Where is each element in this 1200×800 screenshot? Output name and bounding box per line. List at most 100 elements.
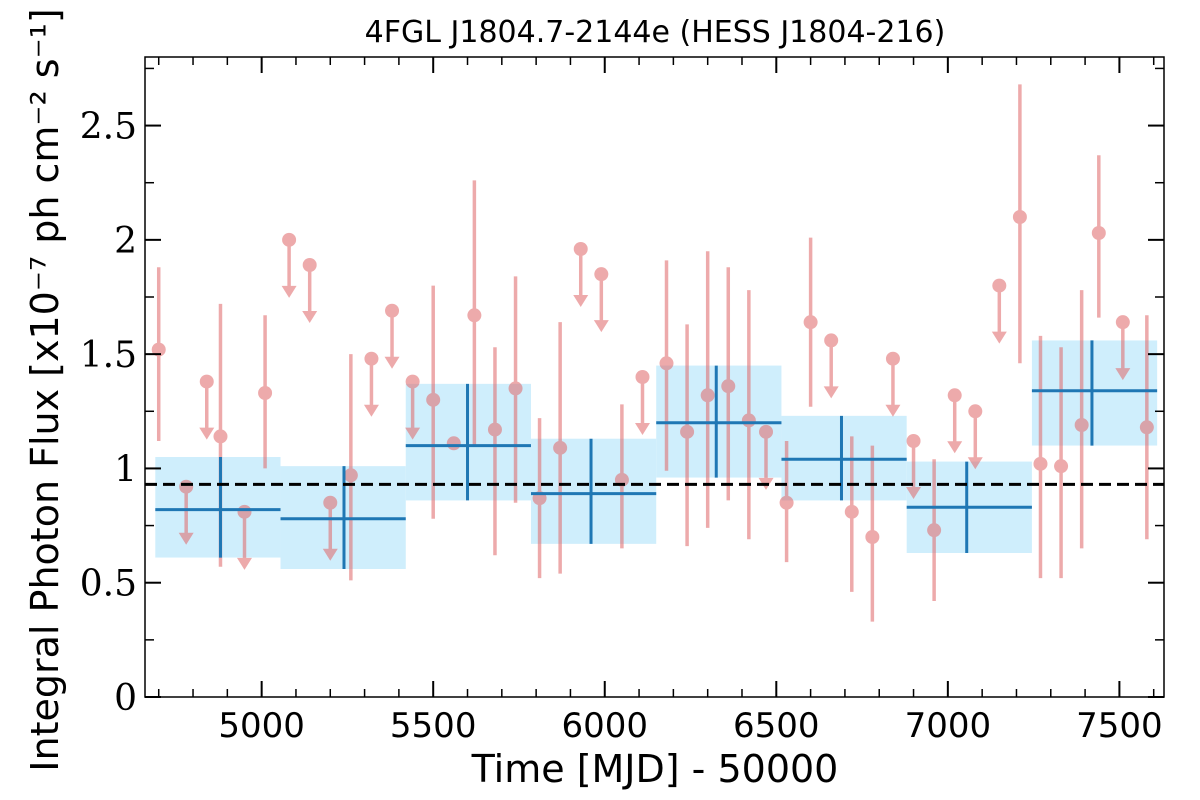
short-bin-marker <box>1054 459 1069 474</box>
upper-limit-marker <box>282 232 297 247</box>
short-bin-point-20 <box>865 445 880 622</box>
short-bin-marker <box>487 422 502 437</box>
upper-limit-marker <box>573 242 588 256</box>
long-bin-cross-6 <box>906 461 1032 553</box>
short-bin-point-25 <box>1074 290 1089 549</box>
short-bin-point-5 <box>446 436 461 451</box>
y-tick-label: 2 <box>114 221 137 262</box>
short-bin-marker <box>258 386 273 400</box>
plot-frame <box>144 56 1165 698</box>
x-tick-label: 5500 <box>390 706 477 746</box>
upper-limit-marker <box>992 278 1007 293</box>
upper-limit-8 <box>405 374 421 440</box>
short-bin-marker <box>844 504 859 519</box>
short-bin-point-24 <box>1054 347 1069 579</box>
upper-limit-marker <box>824 333 839 348</box>
short-bin-points <box>151 84 1154 622</box>
short-bin-point-12 <box>659 260 674 471</box>
upper-limit-6 <box>363 351 379 417</box>
short-bin-marker <box>553 440 568 455</box>
x-axis-label: Time [MJD] - 50000 <box>471 747 839 791</box>
down-arrow-icon <box>823 386 839 399</box>
upper-limit-17 <box>967 404 983 470</box>
upper-limit-marker <box>594 267 609 282</box>
down-arrow-icon <box>405 427 421 440</box>
down-arrow-icon <box>991 331 1007 344</box>
long-bin-cross-4 <box>656 365 782 478</box>
x-tick-label: 5000 <box>218 706 305 746</box>
down-arrow-icon <box>384 356 400 369</box>
upper-limit-marker <box>179 479 194 494</box>
down-arrow-icon <box>178 532 194 545</box>
upper-limit-13 <box>823 333 839 399</box>
upper-limit-points <box>178 232 1131 570</box>
short-bin-marker <box>508 381 523 396</box>
short-bin-point-19 <box>844 436 859 592</box>
x-tick-label: 6500 <box>733 706 820 746</box>
long-bin-band-0 <box>155 457 281 558</box>
chart-title: 4FGL J1804.7-2144e (HESS J1804-216) <box>365 15 946 50</box>
y-tick-label: 2.5 <box>80 107 137 148</box>
long-bin-band-7 <box>1031 340 1158 446</box>
upper-limit-16 <box>947 388 963 454</box>
short-bin-point-23 <box>1033 335 1048 579</box>
upper-limit-marker <box>237 504 252 519</box>
upper-limit-marker <box>199 374 214 389</box>
short-bin-marker <box>467 308 482 323</box>
short-bin-marker <box>446 436 461 451</box>
short-bin-marker <box>343 468 358 483</box>
upper-limit-marker <box>1115 315 1130 330</box>
down-arrow-icon <box>1115 368 1131 381</box>
upper-limit-10 <box>593 267 609 333</box>
short-bin-marker <box>1091 226 1106 240</box>
short-bin-marker <box>803 315 818 330</box>
down-arrow-icon <box>967 457 983 470</box>
long-bin-cross-7 <box>1031 340 1158 446</box>
down-arrow-icon <box>593 320 609 333</box>
x-tick-label: 7000 <box>905 706 992 746</box>
short-bin-marker <box>700 388 715 403</box>
short-bin-marker <box>721 379 736 394</box>
long-bin-band-3 <box>530 438 657 544</box>
short-bin-point-22 <box>1012 84 1027 364</box>
upper-limit-11 <box>634 370 650 435</box>
short-bin-point-13 <box>680 324 695 547</box>
short-bin-marker <box>1139 420 1154 435</box>
short-bin-marker <box>927 523 942 538</box>
long-bin-cross-3 <box>530 438 657 544</box>
long-bin-crosses <box>155 340 1158 569</box>
x-tick-label: 7500 <box>1076 706 1163 746</box>
upper-limit-marker <box>405 374 420 389</box>
short-bin-marker <box>865 530 880 544</box>
short-bin-point-2 <box>258 315 273 469</box>
upper-limit-9 <box>573 242 589 307</box>
down-arrow-icon <box>573 295 589 307</box>
short-bin-point-14 <box>700 251 715 528</box>
upper-limit-4 <box>302 258 318 323</box>
upper-limit-marker <box>906 434 921 448</box>
y-tick-label: 0.5 <box>80 564 137 605</box>
short-bin-point-3 <box>343 354 358 581</box>
short-bin-marker <box>779 495 794 510</box>
upper-limit-15 <box>906 434 922 499</box>
short-bin-marker <box>1033 456 1048 471</box>
short-bin-point-18 <box>803 237 818 407</box>
y-tick-label: 0 <box>114 678 137 719</box>
upper-limit-marker <box>323 495 338 510</box>
short-bin-point-4 <box>426 285 441 519</box>
upper-limit-marker <box>759 424 774 439</box>
upper-limit-18 <box>991 278 1007 344</box>
upper-limit-marker <box>385 303 400 318</box>
short-bin-point-15 <box>721 267 736 501</box>
upper-limit-marker <box>885 351 900 366</box>
long-bin-cross-0 <box>155 457 281 558</box>
short-bin-marker <box>680 424 695 439</box>
upper-limit-7 <box>384 303 400 369</box>
y-tick-label: 1.5 <box>80 335 137 376</box>
short-bin-marker <box>151 342 166 357</box>
down-arrow-icon <box>199 427 215 440</box>
down-arrow-icon <box>947 441 963 454</box>
long-bin-cross-2 <box>405 383 531 501</box>
short-bin-point-10 <box>553 322 568 574</box>
